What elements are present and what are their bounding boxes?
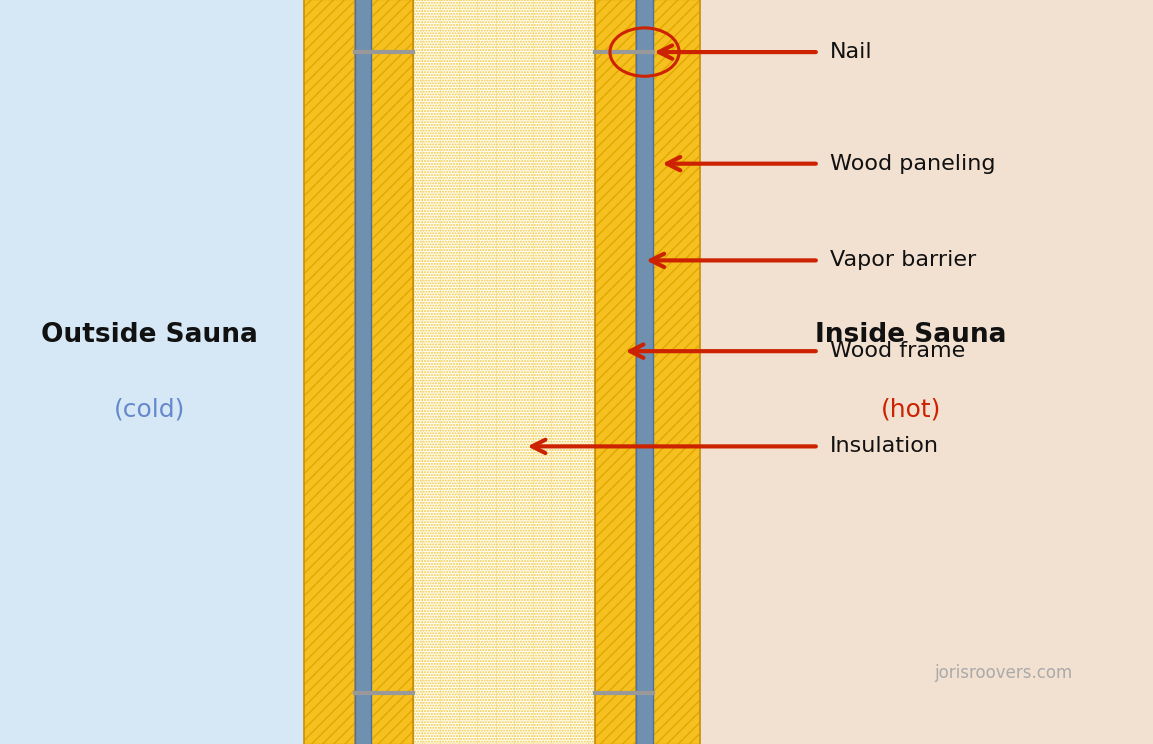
Bar: [0, 0, 304, 744]
Bar: [653, 0, 700, 744]
Bar: [595, 0, 636, 744]
Text: (hot): (hot): [881, 397, 941, 421]
Text: jorisroovers.com: jorisroovers.com: [934, 664, 1072, 682]
Bar: [304, 0, 355, 744]
Text: Insulation: Insulation: [830, 437, 940, 456]
Bar: [595, 0, 636, 744]
Bar: [700, 0, 1153, 744]
Bar: [355, 0, 371, 744]
Bar: [636, 0, 653, 744]
Text: Vapor barrier: Vapor barrier: [830, 251, 977, 270]
Text: Inside Sauna: Inside Sauna: [815, 322, 1007, 347]
Bar: [371, 0, 413, 744]
Text: (cold): (cold): [114, 397, 186, 421]
Bar: [413, 0, 595, 744]
Text: Outside Sauna: Outside Sauna: [42, 322, 258, 347]
Bar: [304, 0, 700, 744]
Bar: [371, 0, 413, 744]
Text: Wood frame: Wood frame: [830, 341, 965, 361]
Text: Nail: Nail: [830, 42, 873, 62]
Bar: [653, 0, 700, 744]
Bar: [413, 0, 595, 744]
Text: Wood paneling: Wood paneling: [830, 154, 996, 173]
Bar: [304, 0, 355, 744]
